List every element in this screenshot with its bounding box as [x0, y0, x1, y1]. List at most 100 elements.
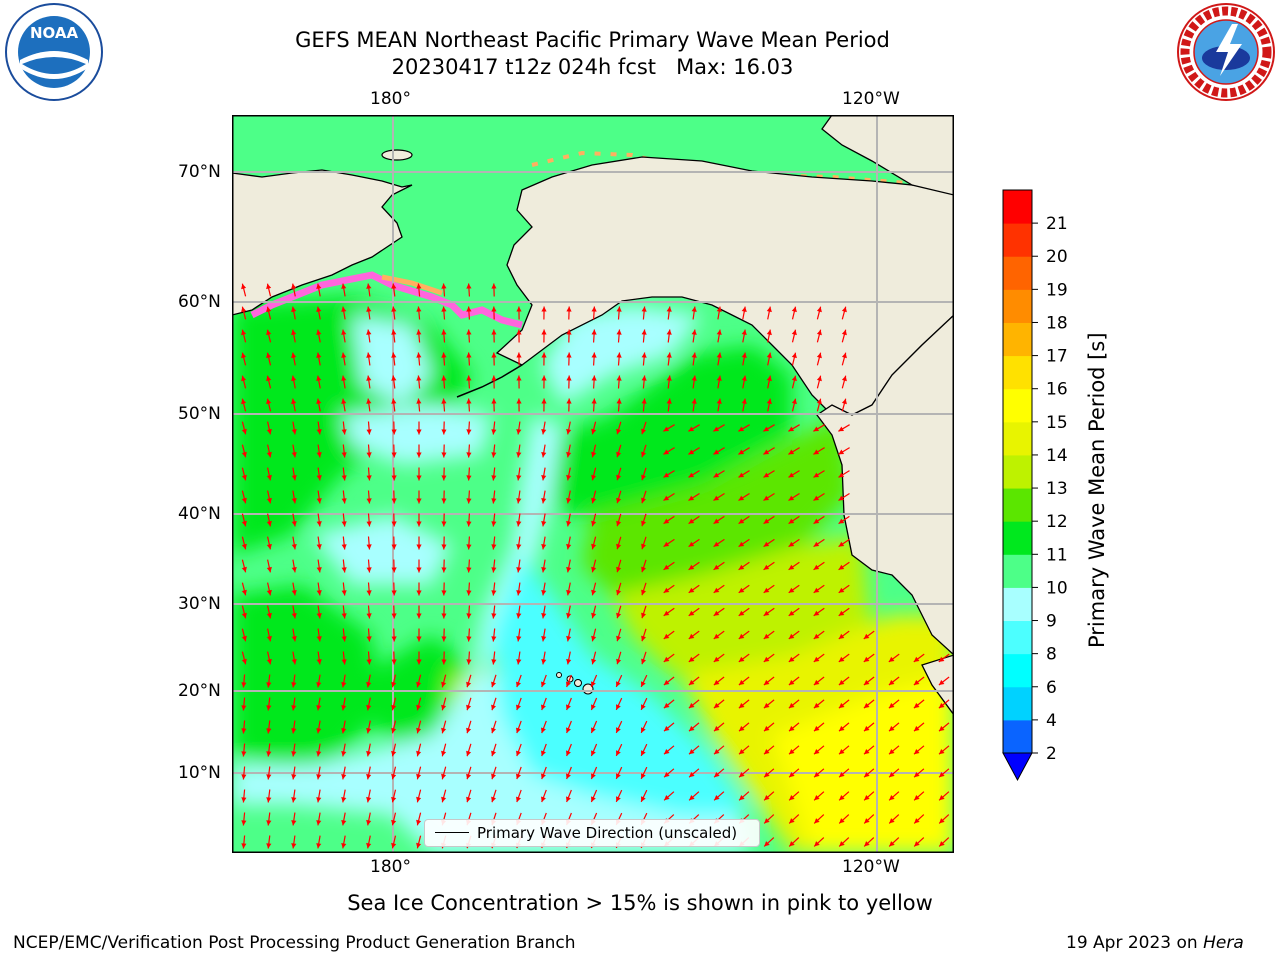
- direction-arrow-head: [541, 636, 547, 642]
- direction-arrow-head: [391, 659, 397, 665]
- direction-arrow-head: [441, 796, 447, 803]
- direction-arrow-head: [266, 728, 272, 734]
- direction-arrow-head: [591, 451, 597, 458]
- direction-arrow-head: [666, 329, 672, 335]
- direction-arrow-head: [766, 398, 772, 405]
- direction-arrow-head: [341, 398, 347, 404]
- direction-arrow-head: [889, 725, 895, 732]
- direction-arrow-head: [341, 521, 347, 527]
- direction-arrow-head: [266, 398, 272, 405]
- direction-arrow-head: [341, 498, 347, 504]
- direction-arrow-head: [541, 796, 546, 803]
- direction-arrow-head: [366, 636, 372, 642]
- direction-arrow-head: [889, 818, 895, 824]
- direction-arrow-head: [266, 705, 272, 711]
- direction-arrow-head: [441, 429, 447, 435]
- direction-arrow-head: [663, 518, 670, 524]
- direction-arrow-head: [366, 283, 372, 289]
- direction-arrow-head: [266, 306, 272, 313]
- direction-arrow-head: [441, 636, 447, 642]
- direction-arrow-head: [616, 428, 622, 435]
- direction-arrow-head: [491, 306, 497, 312]
- direction-arrow-head: [864, 749, 870, 755]
- direction-arrow-head: [763, 610, 770, 616]
- colorbar-segment: [1003, 620, 1032, 655]
- direction-arrow-head: [391, 475, 397, 481]
- direction-arrow-head: [738, 702, 745, 709]
- land-canada: [821, 115, 954, 196]
- direction-arrow-head: [641, 658, 646, 665]
- land-alaska: [495, 156, 954, 416]
- direction-arrow-head: [739, 772, 745, 778]
- direction-arrow-head: [713, 587, 720, 593]
- direction-arrow-head: [616, 474, 622, 481]
- direction-arrow-head: [516, 590, 522, 596]
- direction-arrow-head: [391, 283, 397, 289]
- direction-arrow-head: [663, 679, 670, 685]
- direction-arrow-head: [566, 451, 572, 458]
- direction-arrow-head: [841, 398, 847, 405]
- direction-arrow-head: [316, 429, 322, 435]
- direction-arrow-head: [591, 566, 597, 573]
- direction-arrow-head: [566, 543, 572, 550]
- footer-host: Hera: [1203, 933, 1244, 953]
- direction-arrow-head: [839, 795, 845, 801]
- direction-arrow-head: [863, 633, 870, 639]
- colorbar-segment: [1003, 256, 1032, 290]
- direction-arrow-head: [788, 541, 795, 547]
- direction-arrow-head: [516, 659, 522, 665]
- direction-arrow-head: [663, 541, 670, 547]
- direction-arrow-head: [416, 659, 422, 665]
- direction-arrow-head: [616, 727, 621, 733]
- colorbar-frame: [1002, 189, 1033, 754]
- direction-arrow-head: [541, 398, 547, 404]
- direction-arrow-head: [814, 749, 820, 755]
- direction-arrow-head: [738, 426, 744, 432]
- land-baja: [921, 654, 954, 717]
- direction-arrow-head: [764, 725, 770, 732]
- direction-arrow-head: [466, 750, 472, 757]
- direction-arrow-head: [591, 681, 596, 687]
- colorbar-tick-label: 19: [1046, 280, 1068, 300]
- direction-arrow-head: [516, 429, 522, 435]
- svg-text:NOAA: NOAA: [30, 24, 79, 42]
- lat-label-60n: 60°N: [178, 292, 221, 312]
- direction-arrow-head: [738, 564, 745, 570]
- direction-arrow-head: [416, 819, 422, 826]
- direction-arrow-head: [914, 841, 920, 847]
- direction-arrow-head: [341, 544, 347, 550]
- direction-arrow-head: [291, 590, 297, 596]
- direction-arrow-head: [491, 544, 497, 550]
- direction-arrow-head: [738, 449, 745, 455]
- direction-arrow-head: [788, 472, 795, 478]
- direction-arrow-head: [366, 306, 372, 312]
- field-8s-central-core: [492, 555, 752, 815]
- direction-arrow-head: [291, 728, 297, 734]
- direction-arrow-head: [391, 613, 397, 619]
- direction-arrow-head: [241, 497, 247, 504]
- direction-arrow-head: [766, 306, 772, 313]
- direction-arrow-head: [291, 705, 297, 711]
- direction-arrow-head: [813, 449, 820, 455]
- direction-arrow-head: [616, 704, 621, 710]
- direction-arrow-head: [316, 613, 322, 619]
- direction-arrow-head: [541, 750, 546, 757]
- direction-arrow-head: [839, 772, 845, 778]
- direction-arrow-head: [491, 352, 497, 358]
- direction-arrow-head: [316, 728, 322, 734]
- direction-arrow-head: [813, 541, 820, 547]
- direction-arrow-head: [641, 773, 646, 779]
- direction-arrow-head: [838, 610, 845, 616]
- direction-arrow-head: [641, 750, 646, 756]
- direction-arrow-head: [816, 352, 822, 359]
- direction-arrow-head: [416, 429, 422, 435]
- colorbar-tick-label: 8: [1046, 645, 1057, 665]
- direction-arrow-head: [466, 567, 472, 573]
- footer-date: 19 Apr 2023 on Hera: [1066, 933, 1244, 953]
- direction-arrow-head: [491, 681, 496, 688]
- direction-arrow-head: [591, 589, 597, 596]
- direction-arrow-head: [516, 306, 522, 312]
- direction-arrow-head: [888, 702, 895, 709]
- direction-arrow-head: [291, 452, 297, 458]
- direction-arrow-head: [739, 795, 745, 801]
